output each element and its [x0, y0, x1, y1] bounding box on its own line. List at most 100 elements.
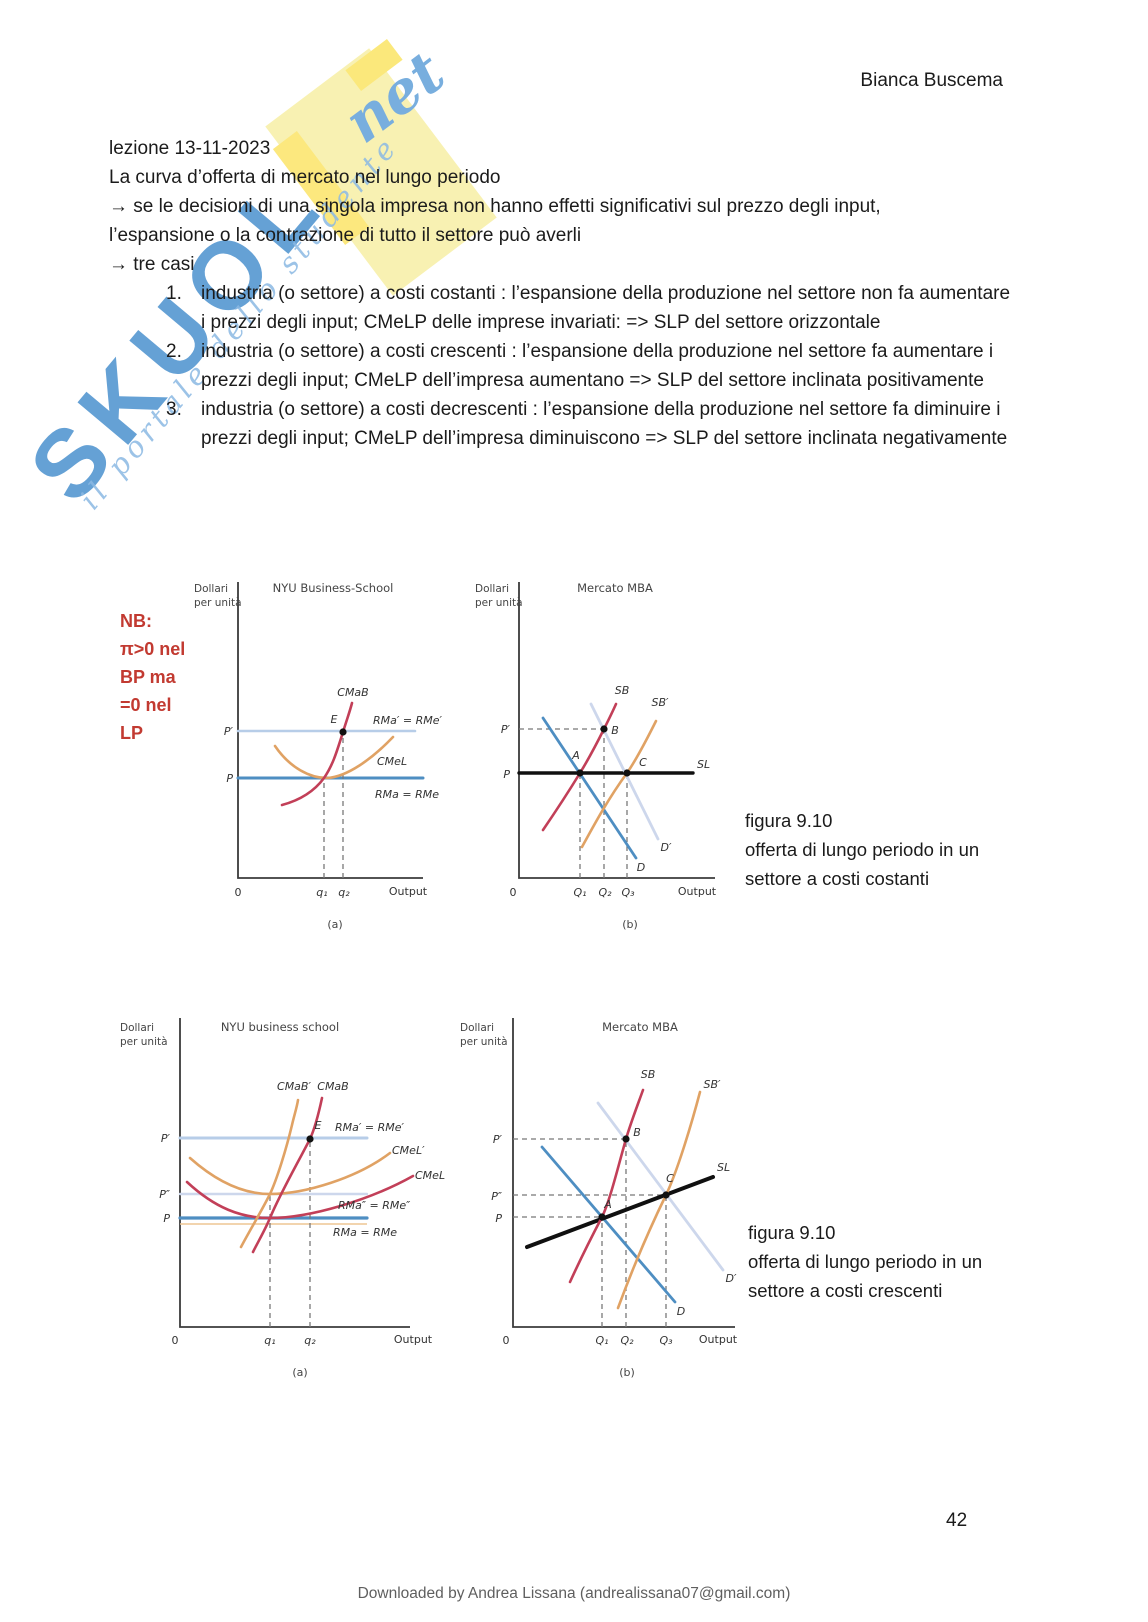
page-number: 42	[946, 1510, 968, 1531]
panel-tag: (a)	[292, 1366, 307, 1379]
q2-tick: Q₂	[598, 886, 612, 899]
sb-curve	[568, 1088, 645, 1284]
q2-tick: q₂	[304, 1334, 316, 1347]
point-b-dot	[622, 1135, 630, 1143]
q1-tick: q₁	[316, 886, 327, 899]
sb-label: SB	[641, 1068, 656, 1081]
note-line-date: lezione 13-11-2023	[109, 138, 271, 159]
point-a-dot	[576, 769, 584, 777]
y-axis-label: Dollari	[460, 1022, 494, 1034]
x-axis-label: Output	[394, 1333, 433, 1346]
note-line-title: La curva d’offerta di mercato nel lungo …	[109, 167, 501, 188]
cmel-label: CMeL	[377, 755, 407, 768]
p-prime-label: P′	[501, 723, 511, 736]
cmel-label: CMeL	[415, 1169, 445, 1182]
list-item-2: 2. industria (o settore) a costi crescen…	[109, 337, 1014, 395]
note-line-arrow1: → se le decisioni di una singola impresa…	[109, 196, 881, 217]
rma-prime-label: RMa′ = RMe′	[335, 1121, 404, 1134]
point-a-label: A	[571, 749, 580, 762]
panel-tag: (b)	[622, 918, 638, 931]
y-axis-label: per unità	[475, 597, 523, 609]
cmel-curve	[185, 1174, 415, 1220]
nb-line: NB:	[120, 611, 152, 631]
d-label: D	[637, 861, 645, 874]
point-e-dot	[306, 1135, 314, 1143]
q1-tick: q₁	[264, 1334, 275, 1347]
d-prime-curve	[596, 1101, 725, 1272]
origin-label: 0	[172, 1334, 179, 1347]
cmab-curve	[280, 701, 354, 807]
sl-label: SL	[717, 1161, 730, 1174]
sb-prime-label: SB′	[651, 696, 669, 709]
q2-tick: Q₂	[620, 1334, 634, 1347]
y-axis-label: per unità	[120, 1036, 168, 1048]
list-item-1-text: industria (o settore) a costi costanti :…	[201, 283, 1011, 333]
download-footer: Downloaded by Andrea Lissana (andrealiss…	[357, 1585, 791, 1602]
list-item-1: 1. industria (o settore) a costi costant…	[109, 279, 1014, 337]
point-a-label: A	[603, 1198, 612, 1211]
point-b-label: B	[633, 1126, 641, 1139]
point-e-dot	[339, 728, 347, 736]
x-axis-label: Output	[678, 885, 717, 898]
nb-line: LP	[120, 723, 144, 743]
cmel-prime-curve	[188, 1151, 392, 1196]
fig1-caption-line: settore a costi costanti	[745, 868, 930, 889]
fig2-caption: figura 9.10 offerta di lungo periodo in …	[748, 1218, 982, 1305]
sl-line	[525, 1175, 715, 1249]
q1-tick: Q₁	[573, 886, 586, 899]
cmab-label: CMaB	[337, 686, 368, 699]
lecture-notes: lezione 13-11-2023 La curva d’offerta di…	[109, 134, 1014, 453]
panel-title: NYU Business-School	[273, 581, 394, 595]
d-prime-label: D′	[661, 841, 672, 854]
nb-line: π>0 nel	[120, 639, 186, 659]
cmel-prime-label: CMeL′	[392, 1144, 425, 1157]
y-axis-label: Dollari	[194, 583, 228, 595]
panel-title: Mercato MBA	[577, 581, 653, 595]
fig2-panel-b-market-increasing-cost: Dollari per unità Mercato MBA SB SB′ SL …	[460, 1018, 738, 1379]
panel-title: NYU business school	[221, 1020, 339, 1034]
point-e-label: E	[315, 1119, 322, 1132]
list-item-3: 3. industria (o settore) a costi decresc…	[109, 395, 1014, 453]
fig1-panel-a-firm-constant-cost: Dollari per unità NYU Business-School CM…	[194, 581, 442, 931]
x-axis-label: Output	[699, 1333, 738, 1346]
fig2-caption-line: settore a costi crescenti	[748, 1280, 943, 1301]
point-b-dot	[600, 725, 608, 733]
p-second-label: P″	[491, 1190, 503, 1203]
nb-line: =0 nel	[120, 695, 172, 715]
sb-curve	[541, 702, 618, 832]
note-line-arrow2: → tre casi	[109, 254, 195, 275]
nb-annotation: NB: π>0 nel BP ma =0 nel LP	[120, 607, 185, 747]
y-axis-label: per unità	[460, 1036, 508, 1048]
list-item-1-number: 1.	[166, 283, 182, 304]
nb-line: BP ma	[120, 667, 176, 687]
origin-label: 0	[503, 1334, 510, 1347]
note-line-arrow1b: l’espansione o la contrazione di tutto i…	[109, 225, 582, 246]
p-label: P	[495, 1212, 502, 1225]
point-c-label: C	[639, 756, 647, 769]
rma-label: RMa = RMe	[333, 1226, 397, 1239]
d-prime-label: D′	[726, 1272, 737, 1285]
panel-tag: (b)	[619, 1366, 635, 1379]
fig1-caption-title: figura 9.10	[745, 810, 833, 831]
cmel-curve	[273, 735, 395, 780]
list-item-2-text: industria (o settore) a costi crescenti …	[201, 341, 994, 391]
d-curve	[541, 716, 638, 860]
sb-prime-label: SB′	[703, 1078, 721, 1091]
p-second-label: P″	[159, 1188, 171, 1201]
fig1-panel-b-market-constant-cost: Dollari per unità Mercato MBA SB SB′ SL …	[475, 581, 717, 931]
cmab-prime-label: CMaB′	[277, 1080, 311, 1093]
list-item-2-number: 2.	[166, 341, 182, 362]
cmab-curve	[251, 1096, 324, 1254]
rma-label: RMa = RMe	[375, 788, 439, 801]
fig2-panel-a-firm-increasing-cost: Dollari per unità NYU business school CM…	[120, 1018, 445, 1379]
point-b-label: B	[611, 724, 619, 737]
point-c-dot	[662, 1191, 670, 1199]
x-axis-label: Output	[389, 885, 428, 898]
list-item-3-number: 3.	[166, 399, 182, 420]
rma-second-label: RMa″ = RMe″	[338, 1199, 411, 1212]
p-label: P	[503, 768, 510, 781]
origin-label: 0	[510, 886, 517, 899]
p-prime-label: P′	[224, 725, 234, 738]
y-axis-label: Dollari	[475, 583, 509, 595]
